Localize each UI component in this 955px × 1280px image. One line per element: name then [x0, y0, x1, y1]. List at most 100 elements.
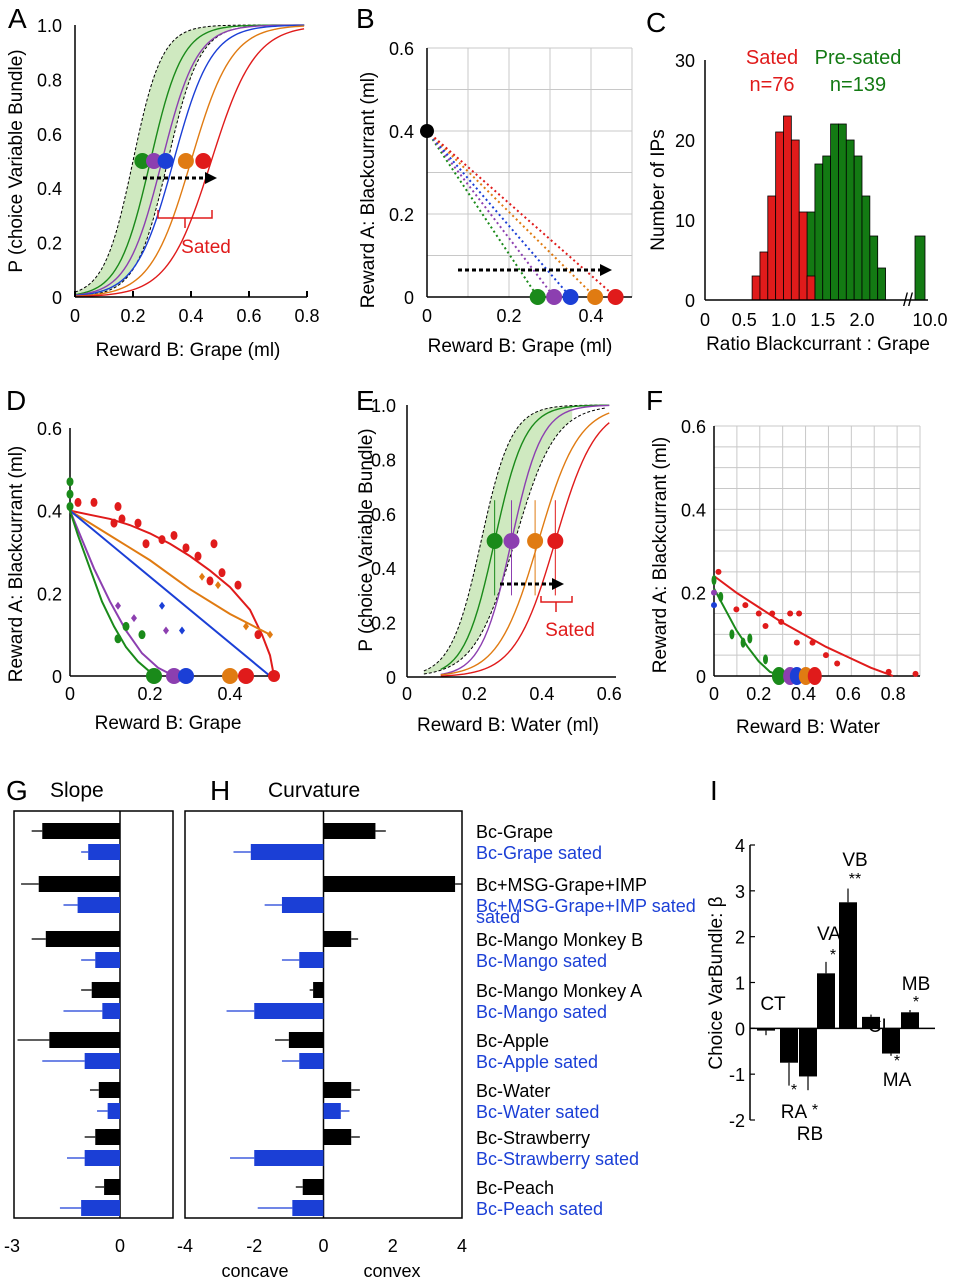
d-y-tick-label: 0.2 [37, 584, 62, 604]
i-significance-star: * [812, 1102, 818, 1119]
b-y-tick-label: 0.6 [389, 39, 414, 59]
f-endpoint-green [771, 667, 786, 685]
c-x-axis-label: Ratio Blackcurrant : Grape [706, 334, 930, 355]
h-convex-label: convex [363, 1261, 420, 1280]
e-x-tick-label: 0.4 [529, 684, 554, 704]
c-x-tick-label: 1.5 [810, 310, 835, 330]
c-axis-break: // [903, 290, 913, 310]
c-y-axis-label: Number of IPs [648, 129, 669, 250]
h-bar [323, 823, 376, 839]
h-title: Curvature [268, 779, 360, 802]
a-y-tick-label: 0.8 [37, 70, 62, 90]
d-point-orange [243, 622, 249, 631]
i-category-label: RA [781, 1102, 808, 1123]
h-bar [313, 982, 324, 998]
b-origin-point [420, 124, 434, 138]
a-x-tick-label: 0.8 [294, 306, 319, 326]
a-y-tick-label: 0.2 [37, 234, 62, 254]
category-label: Bc-Apple [476, 1031, 549, 1051]
f-point-red [769, 610, 776, 617]
h-bar [281, 897, 324, 913]
c-bar-presated [822, 155, 831, 301]
i-category-label: CT [760, 994, 786, 1015]
panel-letter-h: H [210, 775, 230, 806]
e-indifference-point-green [486, 533, 503, 549]
a-y-tick-label: 0 [52, 288, 62, 308]
category-label: Bc-Grape [476, 822, 553, 842]
category-label: Bc-Mango Monkey B [476, 930, 643, 950]
h-x-tick-label: -2 [246, 1236, 262, 1256]
d-point-red [110, 518, 118, 528]
f-point-green [740, 637, 746, 648]
b-y-axis-label: Reward A: Blackcurrant (ml) [358, 72, 379, 309]
a-indifference-point-orange [177, 153, 194, 169]
f-point-red [787, 610, 794, 617]
h-bar [288, 1032, 324, 1048]
d-point-red [158, 535, 166, 545]
d-point-orange [215, 581, 221, 590]
category-label: Bc-Water [476, 1081, 550, 1101]
d-point-blue [159, 601, 165, 610]
a-y-tick-label: 0.6 [37, 125, 62, 145]
e-curve-red [440, 422, 610, 677]
c-y-tick-label: 0 [685, 291, 695, 311]
h-bar [323, 931, 352, 947]
g-bar [95, 952, 120, 968]
c-legend-sated: Sated [746, 47, 798, 69]
c-bar-presated [853, 155, 863, 301]
h-bar [250, 844, 324, 860]
h-bar [323, 1129, 352, 1145]
f-point-red [742, 602, 749, 609]
d-endpoint-red [238, 668, 254, 684]
f-y-axis-label: Reward A: Blackcurrant (ml) [650, 437, 671, 674]
panel-letter-a: A [8, 3, 27, 34]
f-x-tick-label: 0 [709, 684, 719, 704]
category-label: Bc+MSG-Grape+IMP sated [476, 896, 696, 916]
d-point-red [194, 551, 202, 561]
i-y-tick-label: 4 [735, 836, 745, 856]
c-legend-sated-n: n=76 [749, 74, 794, 96]
i-significance-star: * [791, 1082, 797, 1099]
b-x-tick-label: 0.2 [496, 306, 521, 326]
g-bar [84, 1053, 120, 1069]
c-bar-presated [830, 123, 839, 301]
h-bar [323, 1103, 341, 1119]
i-bar-va [817, 973, 835, 1029]
i-y-tick-label: 2 [735, 928, 745, 948]
c-x-tick-label: 0.5 [732, 310, 757, 330]
a-curve-purple [74, 24, 305, 296]
a-indifference-point-green [134, 153, 151, 169]
d-curve-blue [69, 509, 271, 677]
d-curve-orange [69, 509, 271, 636]
g-bar [49, 1032, 121, 1048]
c-y-tick-label: 30 [675, 51, 695, 71]
category-label: Bc-Apple sated [476, 1052, 598, 1072]
e-y-tick-label: 0.4 [371, 559, 396, 579]
b-budget-line-red [426, 130, 617, 298]
category-label: Bc-Strawberry [476, 1128, 590, 1148]
c-x-tick-label: 10.0 [912, 310, 947, 330]
f-point-red [809, 639, 816, 646]
i-bar-ra [780, 1028, 798, 1063]
a-x-tick-label: 0.6 [236, 306, 261, 326]
i-category-label: MB [902, 974, 931, 995]
c-bar-sated [790, 139, 800, 301]
i-category-label: MA [883, 1070, 912, 1091]
d-point-red [74, 497, 82, 507]
d-endpoint-orange [222, 668, 238, 684]
f-y-tick-label: 0.4 [681, 500, 706, 520]
b-endpoint-green [529, 289, 546, 305]
a-x-axis-label: Reward B: Grape (ml) [96, 340, 281, 361]
i-bar-ma [882, 1028, 900, 1054]
d-curve-purple [69, 510, 175, 677]
c-bar-presated [877, 267, 886, 301]
c-bar-sated [783, 115, 792, 301]
c-bar-presated-extra [914, 235, 926, 301]
a-y-axis-label: P (choice Variable Bundle) [6, 49, 27, 272]
h-concave-label: concave [221, 1261, 288, 1280]
g-x-tick-label: -3 [4, 1236, 20, 1256]
e-y-tick-label: 0.8 [371, 450, 396, 470]
d-point-purple [115, 601, 121, 610]
g-x-tick-label: 0 [115, 1236, 125, 1256]
